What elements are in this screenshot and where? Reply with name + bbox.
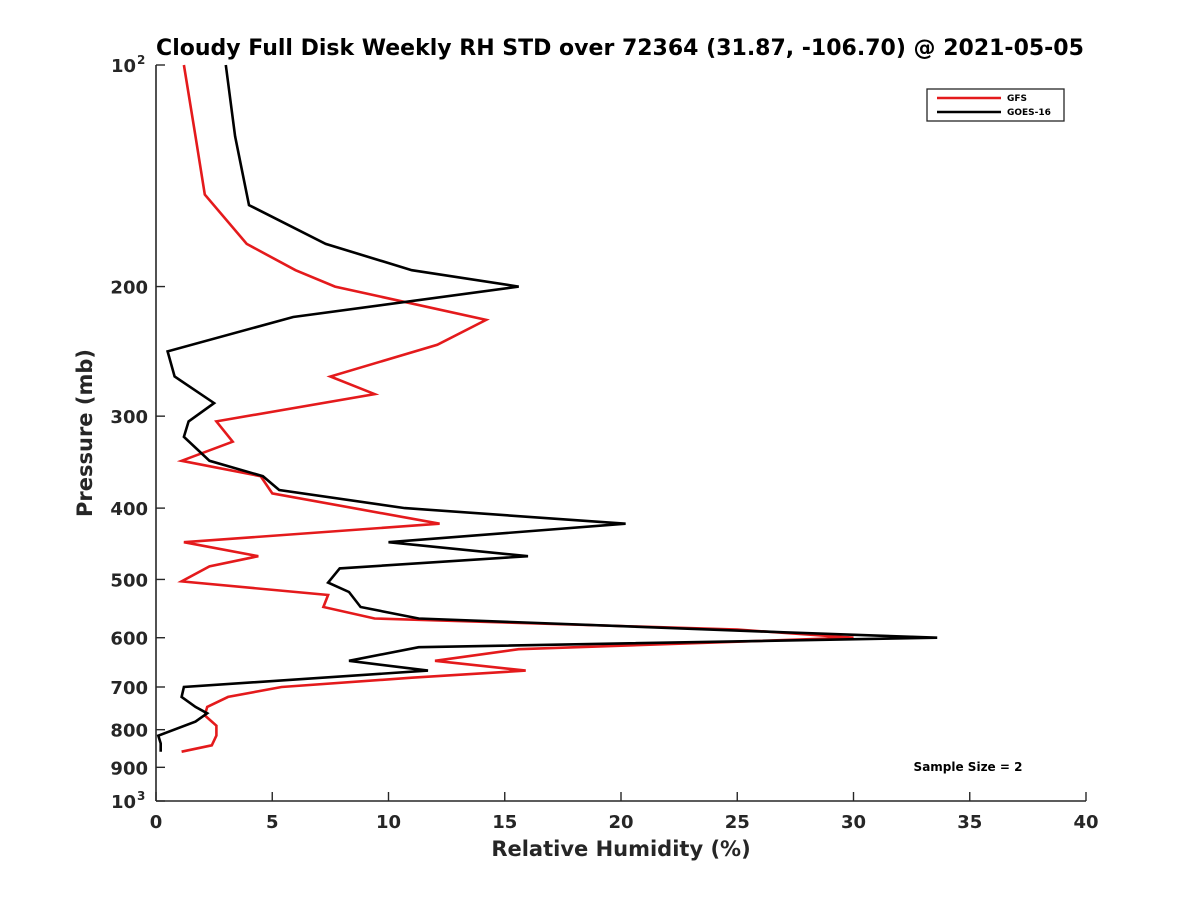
x-tick-label: 0 <box>150 812 163 833</box>
x-tick-label: 25 <box>725 812 750 833</box>
y-tick-label: 900 <box>110 758 148 779</box>
y-tick-label: 400 <box>110 499 148 520</box>
x-tick-label: 30 <box>841 812 866 833</box>
y-tick-exponent: 2 <box>137 53 145 67</box>
y-axis-label: Pressure (mb) <box>73 349 97 517</box>
x-tick-label: 40 <box>1073 812 1098 833</box>
series-line-gfs <box>176 64 854 753</box>
x-tick-label: 20 <box>608 812 633 833</box>
y-tick-label: 500 <box>110 570 148 591</box>
x-ticks: 0 5 10 15 20 25 30 35 40 <box>150 792 1099 833</box>
legend-label: GFS <box>1007 94 1027 104</box>
legend: GFS GOES-16 <box>926 88 1065 122</box>
x-tick-label: 15 <box>492 812 517 833</box>
series-layer <box>156 64 938 753</box>
sample-size-annotation: Sample Size = 2 <box>914 760 1023 774</box>
chart-title: Cloudy Full Disk Weekly RH STD over 7236… <box>156 36 1084 61</box>
axes <box>155 65 1086 802</box>
y-tick-label: 10 <box>111 792 136 813</box>
y-tick-label: 200 <box>110 278 148 299</box>
y-tick-exponent: 3 <box>137 789 145 803</box>
legend-box <box>926 88 1065 122</box>
y-tick-label: 300 <box>110 407 148 428</box>
y-tick-label: 600 <box>110 629 148 650</box>
y-tick-label: 10 <box>111 56 136 77</box>
series-line-goes-16 <box>156 64 938 752</box>
x-tick-label: 10 <box>376 812 401 833</box>
y-tick-label: 700 <box>110 678 148 699</box>
x-axis-label: Relative Humidity (%) <box>491 837 750 861</box>
legend-items: GFS GOES-16 <box>937 94 1051 118</box>
y-tick-label: 800 <box>110 721 148 742</box>
x-tick-label: 35 <box>957 812 982 833</box>
x-tick-label: 5 <box>266 812 279 833</box>
legend-label: GOES-16 <box>1007 108 1051 118</box>
